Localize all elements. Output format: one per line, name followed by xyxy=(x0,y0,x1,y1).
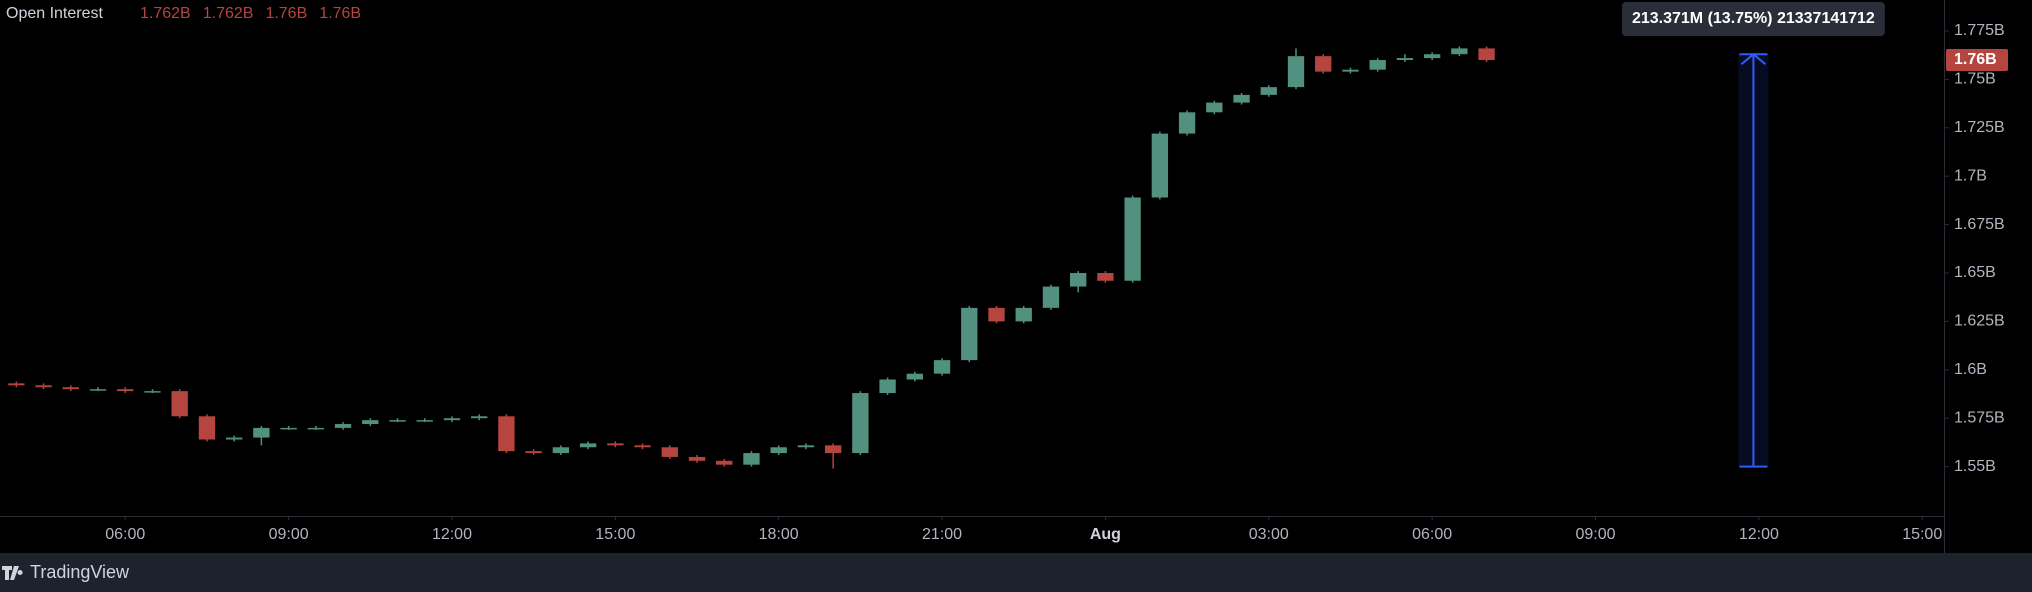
measure-label-bg xyxy=(1621,2,1885,36)
y-tick-label: 1.725B xyxy=(1954,119,2005,136)
y-tick-label: 1.7B xyxy=(1954,167,1987,184)
candle-body xyxy=(634,445,651,448)
candle-body xyxy=(1396,58,1414,61)
candle-body xyxy=(225,437,243,440)
x-tick-label: 21:00 xyxy=(922,526,962,543)
candle-body xyxy=(89,389,107,391)
candle-body xyxy=(797,445,815,448)
candle-body xyxy=(198,416,216,440)
candle-body xyxy=(824,445,842,454)
footer xyxy=(0,553,2032,592)
last-price-label: 1.76B xyxy=(1954,51,1997,68)
y-tick-label: 1.775B xyxy=(1954,22,2005,39)
x-tick-label: 15:00 xyxy=(595,526,635,543)
candle-body xyxy=(607,443,624,446)
y-tick-label: 1.625B xyxy=(1954,313,2005,330)
candle-body xyxy=(961,307,978,361)
candle-body xyxy=(906,373,923,380)
candle-body xyxy=(1233,94,1250,103)
x-tick-label: 09:00 xyxy=(1575,526,1615,543)
candle-body xyxy=(1423,54,1441,59)
y-tick-label: 1.75B xyxy=(1954,71,1996,88)
y-tick-label: 1.55B xyxy=(1954,458,1996,475)
candle-body xyxy=(117,389,134,392)
candle-body xyxy=(743,453,760,465)
candle-body xyxy=(1342,69,1359,72)
candle-body xyxy=(1369,60,1386,70)
brand: TradingView xyxy=(30,562,130,582)
candle-body xyxy=(852,393,869,454)
legend-value: 1.76B xyxy=(265,5,307,22)
candle-body xyxy=(334,424,352,428)
candle-body xyxy=(443,418,461,421)
measure-label: 213.371M (13.75%) 21337141712 xyxy=(1632,10,1875,27)
measure-arrowhead xyxy=(1740,52,1767,65)
candle-body xyxy=(1151,133,1169,198)
candle-body xyxy=(1015,307,1032,322)
y-tick-label: 1.6B xyxy=(1954,361,1987,378)
y-tick-label: 1.675B xyxy=(1954,216,2005,233)
x-tick-label: 12:00 xyxy=(1739,526,1779,543)
candle-body xyxy=(688,456,706,461)
candle-body xyxy=(1451,48,1468,55)
x-tick-label: 15:00 xyxy=(1902,526,1942,543)
x-tick-label: 03:00 xyxy=(1249,526,1289,543)
legend-value: 1.762B xyxy=(203,5,254,22)
candle-body xyxy=(988,307,1005,322)
candle-body xyxy=(62,387,79,390)
candle-body xyxy=(416,420,433,422)
legend-title: Open Interest xyxy=(6,5,104,22)
last-price-bg xyxy=(1946,49,2008,72)
y-tick-label: 1.65B xyxy=(1954,264,1996,281)
candle-body xyxy=(1124,197,1141,281)
candle-body xyxy=(770,447,787,454)
y-tick-label: 1.575B xyxy=(1954,409,2005,426)
candle-body xyxy=(1287,56,1305,88)
candle-body xyxy=(1070,273,1087,287)
x-tick-label: 06:00 xyxy=(105,526,145,543)
candle-body xyxy=(471,416,488,419)
candle-body xyxy=(1315,56,1332,72)
x-tick-label: 09:00 xyxy=(269,526,309,543)
candle-body xyxy=(171,391,188,417)
candle-body xyxy=(552,447,570,454)
candle-body xyxy=(879,379,896,394)
candle-body xyxy=(144,391,161,393)
x-tick-label: 12:00 xyxy=(432,526,472,543)
brand-logo xyxy=(2,566,23,580)
candle-body xyxy=(716,460,733,465)
candle-body xyxy=(498,416,515,452)
candle-body xyxy=(661,447,678,457)
candle-body xyxy=(1478,48,1495,61)
candle-body xyxy=(307,427,324,430)
x-tick-label: 18:00 xyxy=(759,526,799,543)
candle-body xyxy=(362,420,379,425)
candle-body xyxy=(933,360,951,374)
candle-body xyxy=(1178,112,1196,134)
candle-body xyxy=(579,443,597,448)
x-tick-label: 06:00 xyxy=(1412,526,1452,543)
legend-value: 1.762B xyxy=(140,5,191,22)
candle-body xyxy=(1260,87,1277,95)
candle-body xyxy=(389,420,406,422)
candle-body xyxy=(35,385,52,388)
candle-body xyxy=(525,451,542,454)
candle-body xyxy=(1206,102,1223,113)
candle-body xyxy=(1097,273,1114,281)
x-tick-label: Aug xyxy=(1090,526,1121,543)
candle-body xyxy=(8,383,25,386)
candle-body xyxy=(280,427,297,430)
candle-body xyxy=(253,427,270,438)
legend-value: 1.76B xyxy=(319,5,361,22)
candle-body xyxy=(1042,286,1060,308)
